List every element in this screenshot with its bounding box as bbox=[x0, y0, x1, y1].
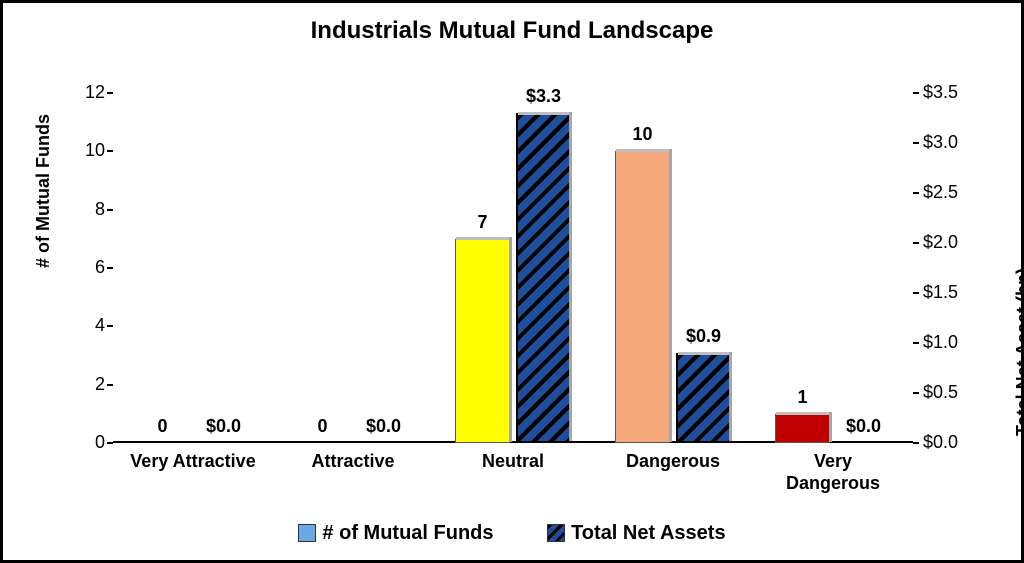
y-right-tick bbox=[913, 392, 919, 394]
data-label-count: 1 bbox=[783, 387, 823, 408]
category-label: Dangerous bbox=[593, 451, 753, 473]
data-label-count: 10 bbox=[623, 124, 663, 145]
y-right-tick-label: $3.5 bbox=[923, 82, 983, 103]
y-left-tick bbox=[107, 209, 113, 211]
bar-assets bbox=[676, 353, 731, 443]
data-label-assets: $3.3 bbox=[514, 86, 574, 107]
y-right-tick-label: $3.0 bbox=[923, 132, 983, 153]
y-right-tick bbox=[913, 242, 919, 244]
data-label-assets: $0.9 bbox=[674, 326, 734, 347]
legend-swatch-hatch-icon bbox=[547, 524, 565, 542]
legend-item-count: # of Mutual Funds bbox=[298, 522, 493, 545]
y-left-tick-label: 0 bbox=[55, 432, 105, 453]
y-right-tick bbox=[913, 192, 919, 194]
category-label: Attractive bbox=[273, 451, 433, 473]
bar-assets bbox=[516, 113, 571, 443]
bar-count bbox=[615, 151, 670, 443]
data-label-assets: $0.0 bbox=[194, 416, 254, 437]
y-right-tick bbox=[913, 142, 919, 144]
bar-count bbox=[775, 414, 830, 443]
chart-container: Industrials Mutual Fund Landscape # of M… bbox=[0, 0, 1024, 563]
category-label: Very Attractive bbox=[113, 451, 273, 473]
y-left-tick bbox=[107, 325, 113, 327]
legend-item-assets: Total Net Assets bbox=[547, 522, 725, 545]
legend-label: # of Mutual Funds bbox=[322, 522, 493, 545]
y-left-tick-label: 8 bbox=[55, 199, 105, 220]
y-right-axis-title: Total Net Asset (bn) bbox=[1013, 268, 1024, 436]
y-right-tick-label: $1.0 bbox=[923, 332, 983, 353]
category-label: Neutral bbox=[433, 451, 593, 473]
y-right-tick-label: $2.0 bbox=[923, 232, 983, 253]
y-right-tick bbox=[913, 92, 919, 94]
y-right-tick-label: $0.5 bbox=[923, 382, 983, 403]
legend-swatch-solid-icon bbox=[298, 524, 316, 542]
legend-label: Total Net Assets bbox=[571, 522, 725, 545]
y-right-tick-label: $1.5 bbox=[923, 282, 983, 303]
y-left-tick-label: 12 bbox=[55, 82, 105, 103]
y-left-axis-title: # of Mutual Funds bbox=[33, 114, 54, 268]
y-left-tick-label: 2 bbox=[55, 374, 105, 395]
bar-count bbox=[455, 239, 510, 443]
y-left-tick bbox=[107, 150, 113, 152]
data-label-assets: $0.0 bbox=[834, 416, 894, 437]
data-label-count: 0 bbox=[143, 416, 183, 437]
y-left-tick-label: 10 bbox=[55, 140, 105, 161]
y-right-tick bbox=[913, 342, 919, 344]
plot-area: 0$0.00$0.07$3.310$0.91$0.0 bbox=[113, 93, 913, 443]
legend: # of Mutual Funds Total Net Assets bbox=[3, 522, 1021, 549]
data-label-assets: $0.0 bbox=[354, 416, 414, 437]
y-left-tick bbox=[107, 92, 113, 94]
y-right-tick-label: $2.5 bbox=[923, 182, 983, 203]
data-label-count: 0 bbox=[303, 416, 343, 437]
category-label: VeryDangerous bbox=[753, 451, 913, 494]
y-right-tick-label: $0.0 bbox=[923, 432, 983, 453]
y-left-tick bbox=[107, 442, 113, 444]
data-label-count: 7 bbox=[463, 212, 503, 233]
y-left-tick-label: 6 bbox=[55, 257, 105, 278]
y-right-tick bbox=[913, 442, 919, 444]
y-left-tick bbox=[107, 384, 113, 386]
y-right-tick bbox=[913, 292, 919, 294]
y-left-tick-label: 4 bbox=[55, 315, 105, 336]
chart-title: Industrials Mutual Fund Landscape bbox=[3, 17, 1021, 45]
y-left-tick bbox=[107, 267, 113, 269]
